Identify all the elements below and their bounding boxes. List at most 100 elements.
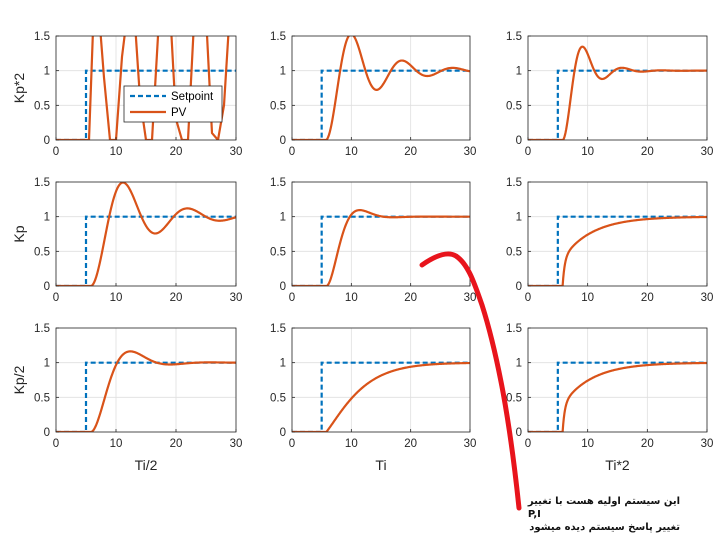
y-tick-label: 1 bbox=[516, 358, 522, 370]
y-tick-label: 0 bbox=[280, 427, 286, 439]
x-tick-label: 10 bbox=[345, 146, 358, 158]
x-tick-label: 30 bbox=[464, 146, 477, 158]
x-tick-label: 30 bbox=[464, 292, 477, 304]
setpoint-line bbox=[56, 69, 236, 140]
subplot-3-1: 0 10 20 30 0 0.5 1 1.5 Kp/2 Ti/2 bbox=[11, 323, 242, 473]
x-tick-label: 0 bbox=[289, 292, 295, 304]
x-tick-label: 30 bbox=[701, 292, 714, 304]
annotation-line-1: این سیستم اولیه هست با تغییر bbox=[527, 496, 680, 507]
x-tick-label: 30 bbox=[230, 438, 243, 450]
axes-box bbox=[291, 327, 471, 433]
annotation-text: این سیستم اولیه هست با تغییر P,I تغییر پ… bbox=[528, 495, 680, 534]
x-axis-label: Ti bbox=[375, 457, 386, 473]
subplot-1-2: 0 10 20 30 0 0.5 1 1.5 bbox=[270, 31, 476, 158]
x-tick-label: 10 bbox=[110, 146, 123, 158]
y-tick-label: 0.5 bbox=[270, 392, 286, 404]
y-tick-label: 0 bbox=[516, 135, 522, 147]
setpoint-line bbox=[528, 215, 707, 286]
subplot-1-1: 0 10 20 30 0 0.5 1 1.5 Kp*2 bbox=[11, 31, 243, 158]
y-tick-label: 1 bbox=[516, 212, 522, 224]
y-tick-label: 0 bbox=[44, 427, 50, 439]
x-tick-label: 0 bbox=[53, 292, 59, 304]
x-tick-label: 20 bbox=[170, 292, 183, 304]
y-tick-label: 1 bbox=[516, 66, 522, 78]
y-tick-label: 1.5 bbox=[506, 31, 522, 43]
subplot-3-3: 0 10 20 30 0 0.5 1 1.5 Ti*2 bbox=[506, 323, 713, 473]
subplot-2-3: 0 10 20 30 0 0.5 1 1.5 bbox=[506, 177, 713, 304]
setpoint-line bbox=[528, 361, 707, 432]
pv-line bbox=[528, 215, 707, 286]
y-tick-label: 0.5 bbox=[34, 392, 50, 404]
axes-box bbox=[55, 181, 237, 287]
setpoint-line bbox=[56, 215, 236, 286]
x-tick-label: 20 bbox=[641, 292, 654, 304]
legend-label-pv: PV bbox=[171, 107, 187, 119]
pv-line bbox=[292, 209, 470, 286]
axes-box bbox=[291, 181, 471, 287]
y-tick-label: 0.5 bbox=[270, 246, 286, 258]
axes-box bbox=[527, 327, 708, 433]
y-tick-label: 1.5 bbox=[506, 323, 522, 335]
y-tick-label: 1.5 bbox=[34, 177, 50, 189]
annotation-line-2: P,I bbox=[527, 509, 541, 520]
y-tick-label: 0.5 bbox=[506, 246, 522, 258]
pv-line bbox=[292, 361, 470, 432]
axes-box bbox=[291, 35, 471, 141]
x-tick-label: 0 bbox=[525, 438, 531, 450]
x-tick-label: 0 bbox=[289, 438, 295, 450]
subplot-3-2: 0 10 20 30 0 0.5 1 1.5 Ti bbox=[270, 323, 476, 473]
x-tick-label: 20 bbox=[641, 438, 654, 450]
y-axis-label: Kp/2 bbox=[11, 365, 27, 394]
x-tick-label: 10 bbox=[345, 438, 358, 450]
x-axis-label: Ti*2 bbox=[605, 457, 630, 473]
subplot-1-3: 0 10 20 30 0 0.5 1 1.5 bbox=[506, 31, 713, 158]
pv-line bbox=[528, 361, 707, 432]
pv-line bbox=[56, 182, 236, 286]
setpoint-line bbox=[56, 361, 236, 432]
x-tick-label: 0 bbox=[525, 146, 531, 158]
x-tick-label: 0 bbox=[53, 146, 59, 158]
legend-label-setpoint: Setpoint bbox=[171, 91, 214, 103]
y-tick-label: 1 bbox=[280, 212, 286, 224]
y-axis-label: Kp bbox=[11, 225, 27, 242]
x-tick-label: 0 bbox=[53, 438, 59, 450]
y-tick-label: 1.5 bbox=[270, 31, 286, 43]
x-tick-label: 10 bbox=[581, 292, 594, 304]
y-axis-label: Kp*2 bbox=[11, 73, 27, 104]
x-tick-label: 0 bbox=[289, 146, 295, 158]
y-tick-label: 0.5 bbox=[34, 246, 50, 258]
y-tick-label: 0 bbox=[44, 135, 50, 147]
annotation-arrow-stroke bbox=[419, 251, 522, 511]
x-tick-label: 10 bbox=[345, 292, 358, 304]
subplot-2-1: 0 10 20 30 0 0.5 1 1.5 Kp bbox=[11, 177, 242, 304]
x-tick-label: 20 bbox=[404, 146, 417, 158]
y-tick-label: 0 bbox=[516, 427, 522, 439]
x-tick-label: 20 bbox=[170, 438, 183, 450]
y-tick-label: 0 bbox=[44, 281, 50, 293]
legend: Setpoint PV bbox=[123, 85, 223, 123]
y-tick-label: 1 bbox=[44, 358, 50, 370]
y-tick-label: 0.5 bbox=[34, 100, 50, 112]
subplot-2-2: 0 10 20 30 0 0.5 1 1.5 bbox=[270, 177, 476, 304]
x-axis-label: Ti/2 bbox=[135, 457, 158, 473]
x-tick-label: 30 bbox=[701, 438, 714, 450]
axes-box bbox=[55, 327, 237, 433]
x-tick-label: 10 bbox=[581, 438, 594, 450]
x-tick-label: 20 bbox=[404, 292, 417, 304]
y-tick-label: 1 bbox=[44, 66, 50, 78]
pv-line bbox=[528, 45, 707, 140]
axes-box bbox=[55, 35, 237, 141]
x-tick-label: 30 bbox=[701, 146, 714, 158]
x-tick-label: 10 bbox=[110, 438, 123, 450]
setpoint-line bbox=[292, 69, 470, 140]
y-tick-label: 0.5 bbox=[506, 100, 522, 112]
x-tick-label: 30 bbox=[230, 146, 243, 158]
y-tick-label: 0.5 bbox=[506, 392, 522, 404]
pv-line bbox=[292, 36, 470, 140]
axes-box bbox=[527, 35, 708, 141]
setpoint-line bbox=[292, 215, 470, 286]
x-tick-label: 10 bbox=[110, 292, 123, 304]
annotation-line-3: تغییر پاسخ سیستم دیده میشود bbox=[529, 522, 680, 533]
y-tick-label: 1.5 bbox=[270, 177, 286, 189]
